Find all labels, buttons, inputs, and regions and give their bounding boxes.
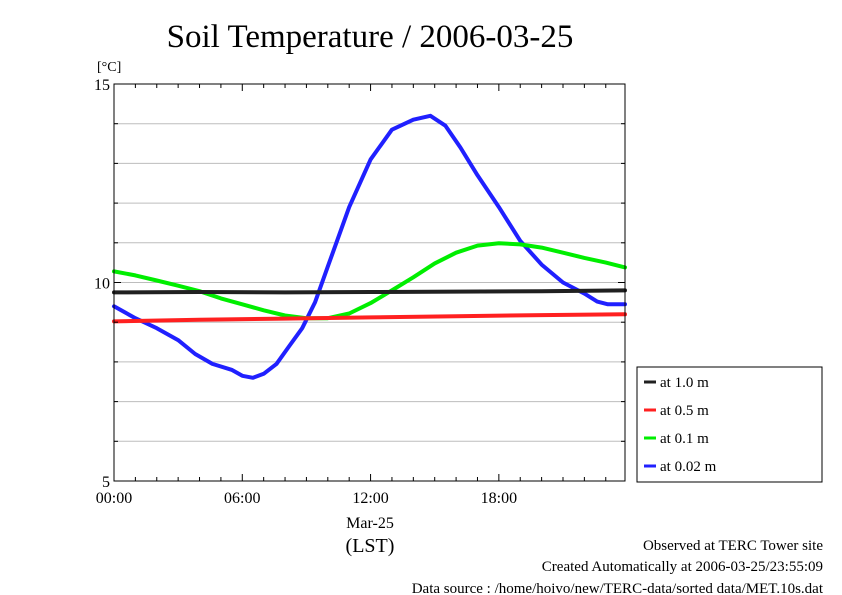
legend-label: at 0.02 m bbox=[660, 459, 717, 475]
footer-source: Data source : /home/hoivo/new/TERC-data/… bbox=[412, 581, 824, 595]
legend: at 1.0 m at 0.5 m at 0.1 m at 0.02 m bbox=[636, 366, 823, 483]
x-axis-label: (LST) bbox=[346, 535, 395, 557]
grid-lines bbox=[114, 123, 625, 442]
x-axis: 00:00 06:00 12:00 18:00 bbox=[96, 84, 607, 507]
y-tick-label: 5 bbox=[102, 474, 110, 491]
x-tick-label: 00:00 bbox=[96, 490, 132, 507]
y-axis: 5 10 15 bbox=[94, 77, 625, 491]
legend-label: at 0.1 m bbox=[660, 431, 709, 447]
x-tick-label: 12:00 bbox=[352, 490, 388, 507]
series-lines bbox=[112, 113, 627, 380]
x-tick-label: 18:00 bbox=[481, 490, 517, 507]
footer-observed: Observed at TERC Tower site bbox=[643, 538, 823, 554]
footer-created: Created Automatically at 2006-03-25/23:5… bbox=[542, 559, 823, 575]
y-tick-label: 15 bbox=[94, 77, 110, 94]
series-line-2 bbox=[112, 241, 627, 321]
legend-label: at 0.5 m bbox=[660, 403, 709, 419]
chart-title: Soil Temperature / 2006-03-25 bbox=[167, 19, 574, 55]
x-date-label: Mar-25 bbox=[346, 515, 394, 532]
legend-label: at 1.0 m bbox=[660, 375, 709, 391]
y-axis-unit: [°C] bbox=[97, 60, 121, 75]
y-tick-label: 10 bbox=[94, 276, 110, 293]
series-line-1 bbox=[112, 312, 627, 324]
legend-box bbox=[636, 366, 823, 483]
x-tick-label: 06:00 bbox=[224, 490, 260, 507]
series-line-0 bbox=[112, 288, 627, 295]
series-line-3 bbox=[112, 113, 627, 380]
